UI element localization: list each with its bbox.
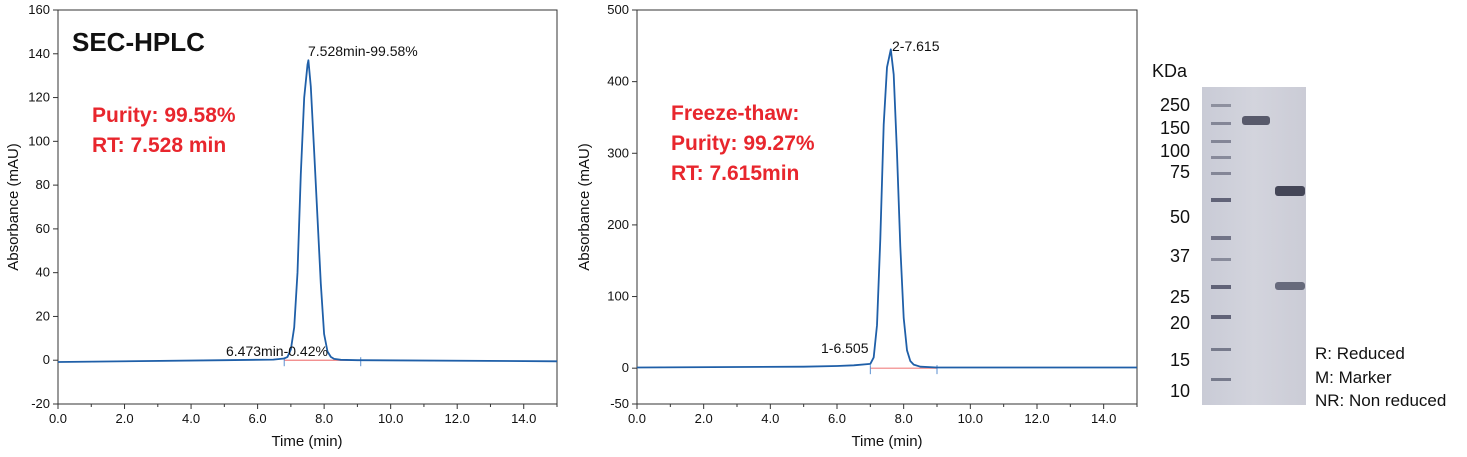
legend-marker: M: Marker [1315,368,1392,387]
gel-marker-label: 15 [1170,350,1190,370]
x-tick-label: 12.0 [445,411,470,426]
rt-annotation: RT: 7.615min [671,162,799,185]
y-axis-title: Absorbance (mAU) [5,143,22,271]
sec-hplc-chart: -20 0 20 40 60 80 100 120 140 160 0.0 2.0 4.0 6.0 8.0… [5,2,558,450]
y-tick-label: -20 [31,396,50,411]
y-tick-label: 200 [607,217,629,232]
peak-label-main: 2-7.615 [892,38,940,54]
ladder-band [1211,140,1231,143]
heavy-chain-band [1275,186,1305,196]
y-tick-label: 100 [28,133,50,148]
y-tick-label: 140 [28,46,50,61]
gel-marker-label: 20 [1170,313,1190,333]
nonreduced-band [1242,116,1270,125]
gel-unit-label: KDa [1152,61,1188,81]
gel-image [1202,87,1306,405]
chromatogram-trace [636,48,1137,369]
peak-label-minor: 6.473min-0.42% [226,343,328,359]
ladder-band [1211,315,1231,319]
ladder-band [1211,104,1231,107]
x-tick-label: 14.0 [1091,411,1116,426]
y-axis-title: Absorbance (mAU) [576,143,593,271]
x-tick-label: 10.0 [378,411,403,426]
gel-marker-label: 10 [1170,381,1190,401]
light-chain-band [1275,282,1305,290]
gel-marker-label: 250 [1160,95,1190,115]
y-tick-label: 60 [36,221,50,236]
x-axis-ticks: 0.0 2.0 4.0 6.0 8.0 10.0 12.0 14.0 [49,404,558,426]
plot-frame [636,9,1138,405]
x-tick-label: 8.0 [315,411,333,426]
ladder-band [1211,285,1231,289]
gel-marker-label: 100 [1160,141,1190,161]
x-tick-label: 10.0 [958,411,983,426]
x-tick-label: 8.0 [895,411,913,426]
legend-nonreduced: NR: Non reduced [1315,391,1446,410]
y-tick-label: 20 [36,308,50,323]
y-tick-label: 400 [607,74,629,89]
y-tick-label: 40 [36,265,50,280]
purity-annotation: Purity: 99.27% [671,132,815,155]
y-tick-label: 120 [28,90,50,105]
purity-annotation: Purity: 99.58% [92,104,236,127]
plot-frame [57,9,558,405]
y-tick-label: 80 [36,177,50,192]
ladder-band [1211,348,1231,351]
series-group [636,48,1137,369]
x-tick-label: 6.0 [249,411,267,426]
x-tick-label: 2.0 [115,411,133,426]
ladder-band [1211,172,1231,175]
x-tick-label: 4.0 [182,411,200,426]
x-tick-label: 2.0 [695,411,713,426]
x-axis-title: Time (min) [851,433,922,450]
y-axis-ticks: -20 0 20 40 60 80 100 120 140 160 [28,2,58,411]
ladder-band [1211,378,1231,381]
y-tick-label: -50 [610,396,629,411]
chart-title: SEC-HPLC [72,27,205,57]
y-tick-label: 160 [28,2,50,17]
rt-annotation: RT: 7.528 min [92,134,226,157]
x-tick-label: 12.0 [1024,411,1049,426]
ladder-band [1211,258,1231,261]
x-tick-label: 14.0 [511,411,536,426]
ladder-band [1211,236,1231,240]
gel-marker-label: 37 [1170,246,1190,266]
x-axis-ticks: 0.0 2.0 4.0 6.0 8.0 10.0 12.0 14.0 [628,404,1138,426]
gel-bands [1211,104,1305,381]
chromatogram-trace [57,59,558,363]
y-tick-label: 300 [607,145,629,160]
gel-marker-label: 50 [1170,207,1190,227]
x-tick-label: 4.0 [761,411,779,426]
y-tick-label: 0 [43,352,50,367]
gel-marker-label: 25 [1170,287,1190,307]
x-tick-label: 0.0 [628,411,646,426]
peak-label-minor: 1-6.505 [821,340,869,356]
freeze-thaw-chart: -50 0 100 200 300 400 500 0.0 2.0 4.0 6.0 8.0 10.0 1… [576,2,1138,450]
x-tick-label: 0.0 [49,411,67,426]
peak-label-main: 7.528min-99.58% [308,43,418,59]
condition-annotation: Freeze-thaw: [671,102,799,125]
y-tick-label: 100 [607,289,629,304]
y-axis-ticks: -50 0 100 200 300 400 500 [607,2,637,411]
legend-reduced: R: Reduced [1315,344,1405,363]
series-group [57,59,558,363]
x-axis-title: Time (min) [271,433,342,450]
ladder-band [1211,122,1231,125]
ladder-band [1211,156,1231,159]
gel-marker-label: 75 [1170,162,1190,182]
x-tick-label: 6.0 [828,411,846,426]
y-tick-label: 0 [622,360,629,375]
ladder-band [1211,198,1231,202]
y-tick-label: 500 [607,2,629,17]
gel-marker-label: 150 [1160,118,1190,138]
